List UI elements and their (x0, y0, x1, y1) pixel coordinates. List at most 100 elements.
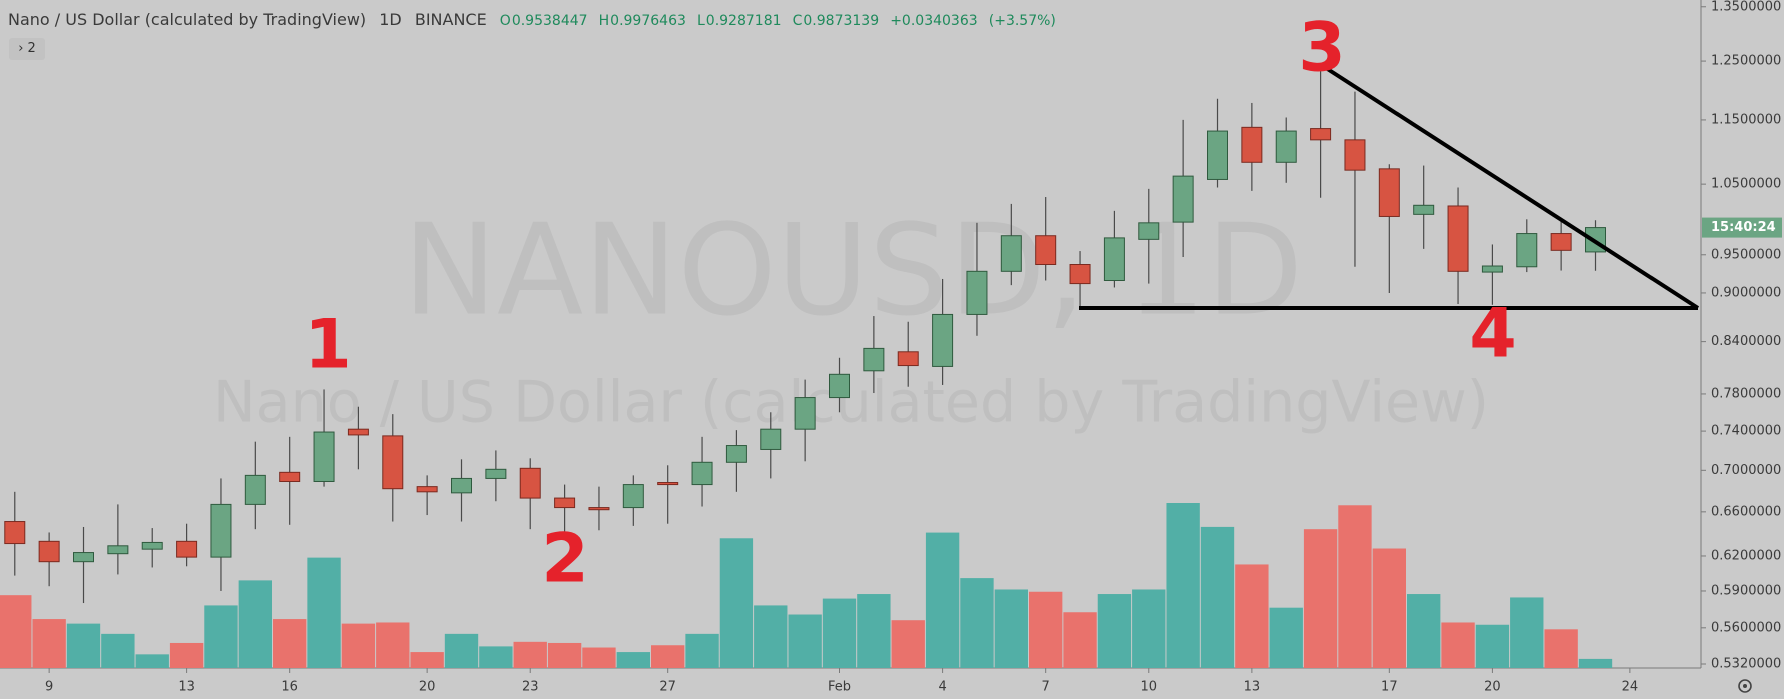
x-tick-label: 10 (1141, 680, 1158, 695)
candle-body (451, 477, 473, 494)
ohlc-label: H (598, 13, 610, 29)
volume-bar (719, 538, 754, 668)
candle-body (107, 545, 129, 555)
candle-body (1172, 175, 1194, 223)
ohlc-value: 0.9976463 (610, 13, 686, 29)
candle-body (1069, 264, 1091, 285)
volume-bar (822, 598, 857, 668)
volume-bar (1303, 529, 1338, 668)
candle-body (1103, 237, 1125, 282)
candle-body (622, 484, 644, 509)
candle-body (932, 313, 954, 367)
candle-body (1138, 222, 1160, 240)
candle-body (1378, 168, 1400, 217)
volume-bar (32, 619, 66, 668)
y-tick-label: 0.6600000 (1711, 504, 1781, 519)
volume-bar (1372, 548, 1407, 668)
exchange: BINANCE (414, 10, 487, 29)
settings-gear-center[interactable] (1743, 684, 1747, 688)
candle-body (1344, 139, 1366, 171)
annotation: 4 (1469, 295, 1516, 374)
candle-body (1310, 128, 1332, 141)
interval[interactable]: 1D (379, 10, 402, 29)
watermark: NANOUSD, 1D Nano / US Dollar (calculated… (213, 197, 1489, 436)
candle-body (829, 373, 851, 399)
y-tick-label: 1.3500000 (1711, 0, 1781, 14)
y-tick-label: 1.1500000 (1711, 112, 1781, 127)
x-tick-label: 9 (45, 680, 53, 695)
volume-bar (376, 622, 410, 668)
y-tick-label: 0.8400000 (1711, 334, 1781, 349)
candle-body (725, 445, 747, 463)
x-tick-label: 20 (1484, 680, 1501, 695)
trend-line (1324, 66, 1700, 310)
settings-icon[interactable] (1738, 679, 1752, 693)
volume-bar (341, 623, 376, 668)
candle-body (554, 497, 576, 509)
ohlc-value: 0.9538447 (511, 13, 588, 29)
volume-bar (238, 580, 273, 668)
ohlc-low: L0.9287181 (697, 13, 782, 29)
volume-layer (0, 503, 1613, 668)
volume-bar (685, 633, 719, 668)
volume-bar (1063, 612, 1097, 668)
volume-bar (1407, 594, 1441, 668)
volume-bar (994, 589, 1029, 668)
candle-body (1413, 204, 1435, 215)
change: +0.0340363 (890, 13, 978, 29)
ohlc-value: 0.9873139 (803, 13, 880, 29)
volume-bar (1578, 658, 1613, 668)
ohlc-label: O (499, 13, 511, 29)
volume-bar (547, 642, 582, 668)
annotation: 3 (1298, 9, 1345, 88)
y-tick-label: 1.0500000 (1711, 177, 1781, 192)
y-tick-label: 1.2500000 (1711, 54, 1781, 69)
candle-body (691, 461, 713, 486)
x-tick-label: 23 (522, 680, 539, 695)
volume-bar (1510, 597, 1544, 668)
candle-body (141, 541, 163, 550)
x-tick-label: 13 (1244, 680, 1261, 695)
candle-body (210, 503, 232, 558)
volume-bar (960, 578, 994, 668)
volume-bar (1475, 624, 1510, 668)
x-tick-label: 16 (281, 680, 298, 695)
ohlc-label: C (792, 13, 803, 29)
change-percent: (+3.57%) (988, 13, 1056, 29)
x-tick-label: 20 (419, 680, 436, 695)
volume-bar (479, 646, 513, 668)
candle-body (73, 552, 95, 563)
settings-gear[interactable] (1738, 679, 1752, 693)
x-tick-label: 13 (178, 680, 195, 695)
countdown: 15:40:24 (1711, 220, 1776, 235)
candle-body (794, 397, 816, 430)
candle-body (1241, 126, 1263, 163)
x-tick-label: 27 (659, 680, 676, 695)
watermark-description: Nano / US Dollar (calculated by TradingV… (213, 370, 1489, 436)
y-tick-label: 0.7800000 (1711, 386, 1781, 401)
indicators-toggle[interactable]: › 2 (9, 38, 45, 60)
axes: 1.3500000 1.2500000 1.1500000 1.0500000 0.95… (45, 0, 1782, 695)
volume-bar (1097, 594, 1132, 668)
volume-bar (1029, 591, 1063, 668)
symbol-header: Nano / US Dollar (calculated by TradingV… (8, 10, 1062, 29)
candle-body (313, 431, 335, 482)
ohlc-label: L (696, 13, 705, 29)
y-tick-label: 0.5320000 (1711, 657, 1781, 672)
candle-body (1207, 130, 1229, 180)
volume-bar (1235, 564, 1269, 668)
volume-bar (169, 642, 204, 668)
volume-bar (925, 532, 960, 668)
candle-body (1550, 233, 1572, 251)
indicators-count[interactable]: 2 (27, 41, 36, 56)
volume-bar (1544, 629, 1578, 668)
volume-bar (101, 633, 135, 668)
x-tick-label: Feb (828, 680, 851, 695)
volume-bar (891, 620, 925, 668)
volume-bar (1269, 607, 1303, 668)
candle-body (1000, 235, 1022, 272)
volume-bar (651, 645, 685, 668)
candle-body (519, 467, 541, 499)
